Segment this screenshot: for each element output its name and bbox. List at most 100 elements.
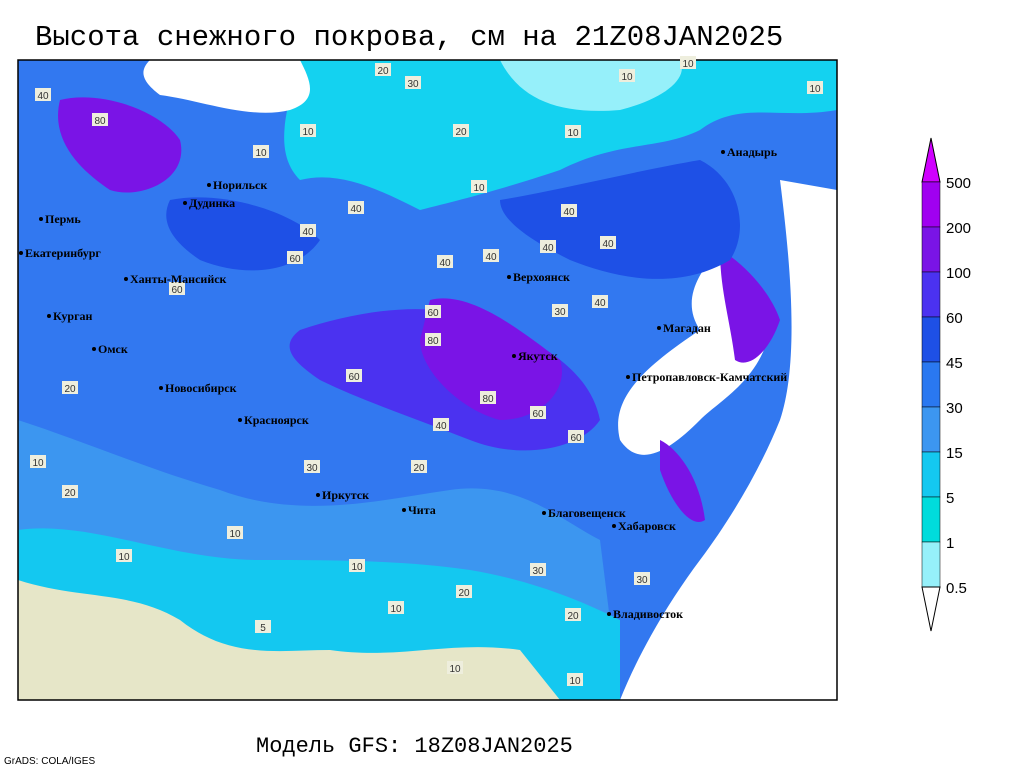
contour-label: 80 [427, 336, 439, 347]
map: 20 30 10 10 10 40 80 10 20 10 10 10 40 40 40 40 40 40 40 60… [17, 56, 838, 701]
contour-label: 30 [532, 566, 544, 577]
contour-label: 20 [458, 588, 470, 599]
city-dot [657, 326, 661, 330]
contour-label-box [346, 369, 362, 382]
contour-label: 10 [569, 676, 581, 687]
colorbar-label: 0.5 [946, 580, 967, 597]
contour-label: 40 [563, 207, 575, 218]
colorbar-label: 60 [946, 310, 963, 327]
colorbar-segment [921, 406, 941, 453]
contour-label-box [634, 572, 650, 585]
contour-label: 80 [94, 116, 106, 127]
contour-label-box [227, 526, 243, 539]
contour-label: 10 [682, 59, 694, 70]
contour-label-box [437, 255, 453, 268]
city-dot [19, 251, 23, 255]
contour-label-box [116, 549, 132, 562]
contour-label: 30 [407, 79, 419, 90]
contour-label-box [600, 236, 616, 249]
contour-label-box [388, 601, 404, 614]
city-dot [607, 612, 611, 616]
colorbar-segment [921, 496, 941, 543]
contour-label-box [35, 88, 51, 101]
region [720, 250, 780, 363]
city-label: Анадырь [727, 145, 778, 159]
contour-label: 60 [348, 372, 360, 383]
contour-label: 10 [567, 128, 579, 139]
city-dot [124, 277, 128, 281]
region [58, 97, 182, 193]
contour-label: 40 [435, 421, 447, 432]
contour-label: 20 [64, 488, 76, 499]
colorbar-label: 200 [946, 220, 971, 237]
contour-label-box [807, 81, 823, 94]
contour-label-box [530, 563, 546, 576]
city-label: Иркутск [322, 488, 369, 502]
contour-label: 30 [554, 307, 566, 318]
region [500, 160, 740, 279]
contour-label: 20 [413, 463, 425, 474]
city-dot [626, 375, 630, 379]
contour-label-box [62, 485, 78, 498]
colorbar-label: 1 [946, 535, 954, 552]
model-label: Модель GFS: 18Z08JAN2025 [256, 734, 573, 759]
contour-label: 10 [449, 664, 461, 675]
contour-label: 10 [32, 458, 44, 469]
sea [500, 60, 682, 111]
contour-label-box [483, 249, 499, 262]
contour-label: 40 [485, 252, 497, 263]
contour-label-box [680, 56, 696, 69]
sea [143, 60, 310, 113]
colorbar-label: 5 [946, 490, 954, 507]
contour-label-box [300, 224, 316, 237]
contour-label: 10 [118, 552, 130, 563]
colorbar-label: 100 [946, 265, 971, 282]
contour-label-box [619, 69, 635, 82]
contour-label-box [561, 204, 577, 217]
contour-label-box [568, 430, 584, 443]
contour-label-box [30, 455, 46, 468]
city-label: Дудинка [189, 196, 235, 210]
contour-label-box [552, 304, 568, 317]
contour-label: 10 [229, 529, 241, 540]
contour-label-box [375, 63, 391, 76]
city-label: Чита [408, 503, 436, 517]
city-label: Курган [53, 309, 93, 323]
contour-label: 40 [602, 239, 614, 250]
contour-label-box [456, 585, 472, 598]
city-dot [47, 314, 51, 318]
contour-label-box [348, 201, 364, 214]
ocean [620, 180, 837, 700]
contour-label: 30 [306, 463, 318, 474]
contour-label-box [253, 145, 269, 158]
contour-label: 5 [260, 623, 266, 634]
colorbar-label: 45 [946, 355, 963, 372]
city-label: Норильск [213, 178, 267, 192]
contour-label: 40 [439, 258, 451, 269]
contour-label-box [62, 381, 78, 394]
contour-label: 20 [377, 66, 389, 77]
contour-label-box [425, 305, 441, 318]
contour-label-box [255, 620, 271, 633]
colorbar-segment [921, 451, 941, 498]
city-dot [92, 347, 96, 351]
region [660, 440, 705, 522]
colorbar-top [921, 137, 941, 183]
city-label: Петропавловск-Камчатский [632, 370, 787, 384]
city-label: Якутск [518, 349, 558, 363]
contour-label-box [453, 124, 469, 137]
contour-label: 40 [302, 227, 314, 238]
contour-label-box [349, 559, 365, 572]
contour-label-box [287, 251, 303, 264]
contour-label: 60 [427, 308, 439, 319]
city-dot [316, 493, 320, 497]
contour-label-box [447, 661, 463, 674]
contour-label: 10 [809, 84, 821, 95]
contour-label: 10 [390, 604, 402, 615]
sea [284, 60, 837, 210]
contour-label: 40 [594, 298, 606, 309]
city-label: Магадан [663, 321, 711, 335]
contour-label: 60 [289, 254, 301, 265]
credit: GrADS: COLA/IGES [4, 756, 95, 767]
